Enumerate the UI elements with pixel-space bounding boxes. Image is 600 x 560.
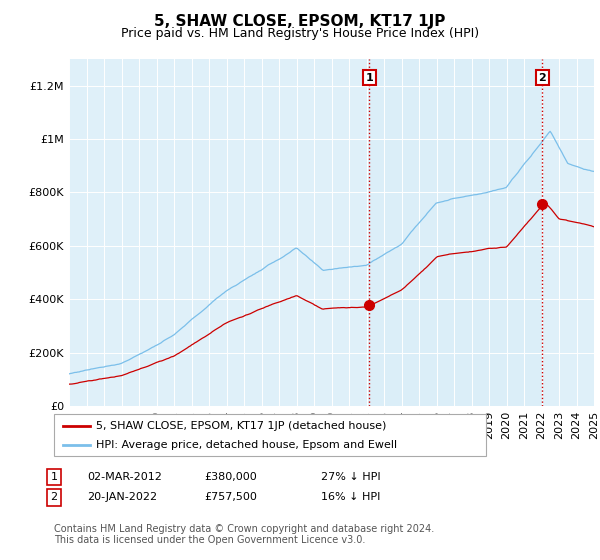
Text: 2: 2 [539,73,546,83]
Text: Price paid vs. HM Land Registry's House Price Index (HPI): Price paid vs. HM Land Registry's House … [121,27,479,40]
Text: Contains HM Land Registry data © Crown copyright and database right 2024.
This d: Contains HM Land Registry data © Crown c… [54,524,434,545]
Text: £757,500: £757,500 [204,492,257,502]
Text: HPI: Average price, detached house, Epsom and Ewell: HPI: Average price, detached house, Epso… [96,440,397,450]
Text: 27% ↓ HPI: 27% ↓ HPI [321,472,380,482]
Text: 5, SHAW CLOSE, EPSOM, KT17 1JP (detached house): 5, SHAW CLOSE, EPSOM, KT17 1JP (detached… [96,421,386,431]
Bar [370,59,542,406]
Text: 2: 2 [50,492,58,502]
Text: 1: 1 [365,73,373,83]
Text: 1: 1 [50,472,58,482]
Text: 02-MAR-2012: 02-MAR-2012 [87,472,162,482]
Text: 20-JAN-2022: 20-JAN-2022 [87,492,157,502]
Text: 16% ↓ HPI: 16% ↓ HPI [321,492,380,502]
Text: £380,000: £380,000 [204,472,257,482]
Text: 5, SHAW CLOSE, EPSOM, KT17 1JP: 5, SHAW CLOSE, EPSOM, KT17 1JP [154,14,446,29]
